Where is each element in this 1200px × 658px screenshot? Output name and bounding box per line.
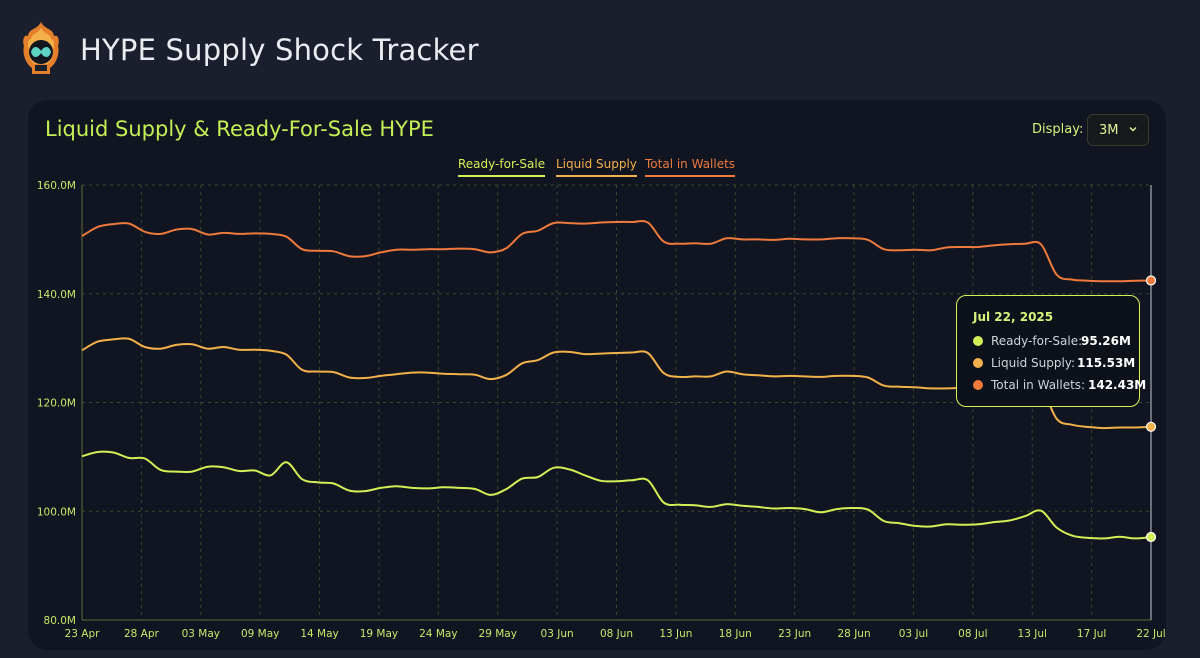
x-tick-label: 28 Jun <box>838 628 871 640</box>
tooltip-liquid-dot <box>973 358 983 368</box>
tooltip-row-total: Total in Wallets: <box>973 378 1085 392</box>
hover-marker-ready-for-sale <box>1145 531 1157 543</box>
y-tick-label: 140.0M <box>37 289 76 301</box>
tooltip-total-value: 142.43M <box>1088 378 1147 392</box>
tooltip-total-label: Total in Wallets: <box>991 378 1086 392</box>
display-label: Display: <box>1032 122 1084 137</box>
x-tick-label: 23 Jun <box>778 628 811 640</box>
x-tick-label: 08 Jun <box>600 628 633 640</box>
hype-logo-icon <box>23 22 59 74</box>
x-tick-label: 28 Apr <box>124 628 160 640</box>
y-tick-label: 120.0M <box>37 398 76 410</box>
x-tick-label: 19 May <box>360 628 398 640</box>
x-tick-label: 13 Jun <box>659 628 692 640</box>
tooltip-ready-value: 95.26M <box>1081 334 1131 348</box>
x-tick-label: 17 Jul <box>1077 628 1106 640</box>
x-tick-label: 22 Jul <box>1136 628 1165 640</box>
display-range-value: 3M <box>1099 123 1119 138</box>
x-tick-label: 08 Jul <box>958 628 987 640</box>
legend-liquid-supply[interactable]: Liquid Supply <box>556 157 637 177</box>
x-tick-label: 13 Jul <box>1018 628 1047 640</box>
series-line-total-in-wallets[interactable] <box>81 219 1152 283</box>
y-tick-label: 80.0M <box>44 615 76 627</box>
series-line-ready-for-sale[interactable] <box>81 450 1152 540</box>
x-tick-label: 03 May <box>182 628 220 640</box>
tooltip-row-liquid: Liquid Supply: <box>973 356 1075 370</box>
chevron-down-icon <box>1129 127 1137 132</box>
tooltip-liquid-label: Liquid Supply: <box>991 356 1076 370</box>
hover-marker-liquid-supply <box>1145 421 1157 432</box>
chart-title: Liquid Supply & Ready-For-Sale HYPE <box>45 117 434 141</box>
tooltip-ready-dot <box>973 336 983 346</box>
x-tick-label: 23 Apr <box>65 628 101 640</box>
x-tick-label: 09 May <box>241 628 279 640</box>
app-title: HYPE Supply Shock Tracker <box>80 33 479 67</box>
hover-marker-total-in-wallets <box>1145 275 1157 286</box>
x-tick-label: 03 Jul <box>899 628 928 640</box>
legend-total-in-wallets[interactable]: Total in Wallets <box>645 157 736 177</box>
chart-tooltip: Jul 22, 2025 Ready-for-Sale: 95.26M Liqu… <box>956 295 1146 407</box>
x-tick-label: 14 May <box>300 628 338 640</box>
app-header: HYPE Supply Shock Tracker <box>0 0 1200 100</box>
x-tick-label: 18 Jun <box>719 628 752 640</box>
tooltip-liquid-value: 115.53M <box>1077 356 1136 370</box>
x-tick-label: 29 May <box>479 628 517 640</box>
tooltip-total-dot <box>973 380 983 390</box>
y-tick-label: 100.0M <box>37 506 76 518</box>
tooltip-row-ready: Ready-for-Sale: <box>973 334 1082 348</box>
tooltip-ready-label: Ready-for-Sale: <box>991 334 1083 348</box>
display-range-select[interactable]: 3M <box>1087 114 1149 146</box>
y-tick-label: 160.0M <box>37 180 76 192</box>
legend-ready-for-sale[interactable]: Ready-for-Sale <box>458 157 546 177</box>
x-tick-label: 03 Jun <box>541 628 574 640</box>
tooltip-date: Jul 22, 2025 <box>973 310 1054 324</box>
x-tick-label: 24 May <box>419 628 457 640</box>
